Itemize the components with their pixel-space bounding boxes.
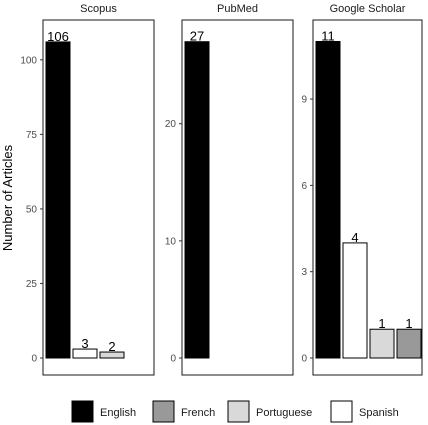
data-label-scopus-portuguese: 2	[108, 339, 115, 354]
bar-google-scholar-spanish	[342, 242, 368, 359]
y-tick-label: 9	[301, 95, 307, 106]
legend-label-portuguese: Portuguese	[256, 407, 312, 419]
data-label-google-scholar-spanish: 4	[351, 230, 358, 245]
y-tick-label: 20	[165, 119, 177, 130]
legend-swatch-portuguese	[227, 400, 250, 423]
y-tick-label: 0	[170, 354, 176, 365]
panel-pubmed: PubMed 0 10 20 27	[165, 3, 294, 376]
bar-google-scholar-french	[396, 328, 422, 359]
legend-swatch-spanish	[330, 400, 353, 423]
y-axis-label: Number of Articles	[0, 144, 15, 251]
data-label-google-scholar-portuguese: 1	[378, 316, 385, 331]
legend-label-english: English	[100, 407, 136, 419]
panel-title-google-scholar: Google Scholar	[330, 3, 406, 15]
bar-google-scholar-english	[315, 41, 341, 359]
data-label-scopus-spanish: 3	[81, 336, 88, 351]
data-label-scopus-english: 106	[47, 29, 69, 44]
bar-scopus-spanish	[72, 348, 98, 359]
y-tick-label: 10	[165, 236, 177, 247]
legend: English French Portuguese Spanish	[71, 400, 399, 423]
y-tick-label: 100	[20, 55, 37, 66]
legend-swatch-english	[71, 400, 94, 423]
data-label-google-scholar-english: 11	[321, 29, 335, 44]
bar-scopus-english	[45, 41, 71, 359]
y-tick-label: 3	[301, 267, 307, 278]
bar-scopus-portuguese	[99, 351, 125, 359]
data-label-google-scholar-french: 1	[405, 316, 412, 331]
panel-scopus: Scopus 0 25 50 75 100 106 3 2	[20, 3, 155, 376]
legend-label-french: French	[181, 407, 215, 419]
y-tick-label: 50	[26, 204, 38, 215]
bar-pubmed-english	[184, 41, 210, 359]
panel-title-scopus: Scopus	[80, 3, 117, 15]
bar-google-scholar-portuguese	[369, 328, 395, 359]
panel-title-pubmed: PubMed	[217, 3, 258, 15]
y-tick-label: 0	[301, 354, 307, 365]
y-tick-label: 25	[26, 279, 38, 290]
y-tick-label: 0	[31, 354, 37, 365]
y-tick-label: 6	[301, 181, 307, 192]
legend-label-spanish: Spanish	[359, 407, 399, 419]
data-label-pubmed-english: 27	[190, 29, 204, 44]
legend-swatch-french	[152, 400, 175, 423]
y-tick-label: 75	[26, 130, 38, 141]
